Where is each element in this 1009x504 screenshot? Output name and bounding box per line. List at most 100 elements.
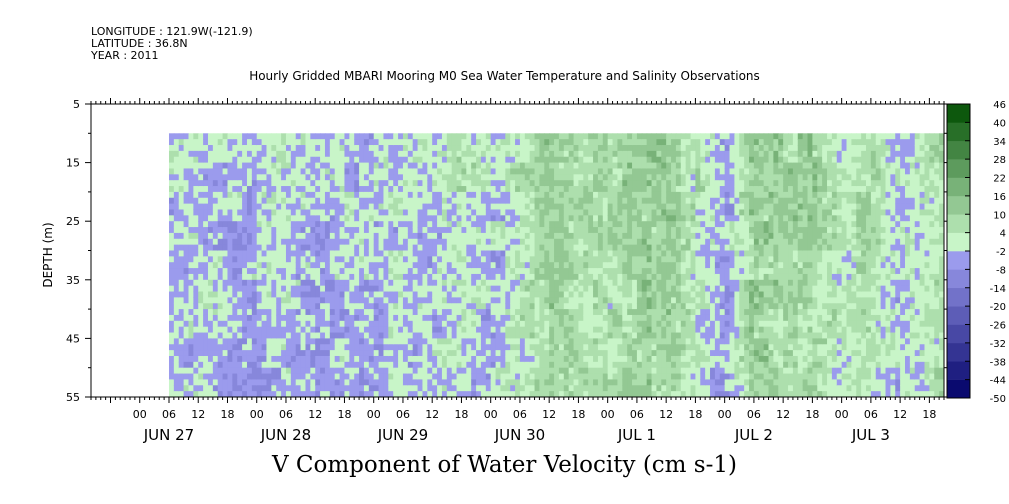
heatmap-cell: [588, 250, 594, 257]
heatmap-cell: [685, 285, 692, 293]
heatmap-cell: [378, 145, 385, 152]
heatmap-cell: [515, 332, 521, 339]
heatmap-cell: [173, 180, 180, 187]
heatmap-cell: [324, 385, 331, 392]
heatmap-cell: [651, 303, 658, 310]
heatmap-cell: [597, 133, 604, 140]
heatmap-cell: [334, 238, 341, 246]
heatmap-cell: [583, 297, 589, 304]
heatmap-cell: [705, 320, 711, 328]
heatmap-cell: [232, 139, 238, 146]
heatmap-cell: [198, 250, 204, 257]
heatmap-cell: [456, 361, 463, 369]
heatmap-cell: [383, 150, 389, 158]
heatmap-cell: [593, 256, 599, 263]
heatmap-cell: [417, 262, 424, 269]
heatmap-cell: [690, 285, 697, 293]
heatmap-cell: [636, 279, 643, 287]
heatmap-cell: [427, 326, 433, 334]
heatmap-cell: [461, 197, 467, 205]
heatmap-cell: [490, 139, 497, 146]
heatmap-cell: [583, 156, 589, 164]
heatmap-cell: [651, 291, 658, 298]
heatmap-cell: [485, 279, 492, 287]
heatmap-cell: [593, 145, 599, 152]
heatmap-cell: [173, 133, 180, 140]
heatmap-cell: [168, 174, 175, 181]
heatmap-cell: [334, 133, 341, 140]
heatmap-cell: [549, 244, 555, 252]
heatmap-cell: [597, 355, 604, 363]
heatmap-cell: [285, 145, 292, 152]
heatmap-cell: [700, 238, 706, 246]
heatmap-cell: [300, 350, 307, 357]
heatmap-cell: [646, 162, 653, 170]
heatmap-cell: [368, 309, 375, 316]
heatmap-cell: [344, 291, 350, 298]
heatmap-cell: [622, 168, 628, 175]
heatmap-cell: [242, 186, 248, 193]
heatmap-cell: [602, 209, 609, 216]
heatmap-cell: [685, 291, 692, 298]
heatmap-cell: [417, 379, 424, 386]
heatmap-cell: [324, 203, 331, 211]
heatmap-cell: [617, 162, 623, 170]
heatmap-cell: [393, 168, 399, 175]
heatmap-cell: [227, 297, 233, 304]
heatmap-cell: [315, 180, 321, 187]
heatmap-cell: [446, 180, 453, 187]
heatmap-cell: [505, 174, 511, 181]
heatmap-cell: [593, 215, 599, 222]
heatmap-cell: [607, 174, 614, 181]
heatmap-cell: [246, 174, 253, 181]
heatmap-cell: [383, 391, 389, 397]
heatmap-cell: [461, 379, 467, 386]
heatmap-cell: [320, 215, 326, 222]
heatmap-cell: [617, 361, 623, 369]
heatmap-cell: [261, 203, 268, 211]
heatmap-cell: [549, 168, 555, 175]
heatmap-cell: [671, 273, 677, 281]
heatmap-cell: [680, 303, 687, 310]
heatmap-cell: [578, 367, 584, 375]
heatmap-cell: [607, 168, 614, 175]
heatmap-cell: [490, 232, 497, 240]
heatmap-cell: [441, 355, 448, 363]
heatmap-cell: [597, 297, 604, 304]
heatmap-cell: [373, 262, 380, 269]
heatmap-cell: [173, 250, 180, 257]
heatmap-cell: [178, 344, 185, 351]
heatmap-cell: [412, 197, 419, 205]
heatmap-cell: [544, 262, 550, 269]
heatmap-cell: [310, 256, 316, 263]
heatmap-cell: [705, 350, 711, 357]
heatmap-cell: [695, 232, 701, 240]
heatmap-cell: [198, 191, 204, 199]
heatmap-cell: [622, 344, 628, 351]
heatmap-cell: [412, 150, 419, 158]
heatmap-cell: [173, 145, 180, 152]
heatmap-cell: [636, 203, 643, 211]
heatmap-cell: [558, 133, 565, 140]
heatmap-cell: [500, 168, 506, 175]
heatmap-cell: [671, 174, 677, 181]
heatmap-cell: [300, 227, 307, 234]
heatmap-cell: [568, 227, 575, 234]
heatmap-cell: [612, 273, 619, 281]
heatmap-cell: [227, 156, 233, 164]
heatmap-cell: [490, 309, 497, 316]
heatmap-cell: [534, 227, 541, 234]
heatmap-cell: [237, 197, 243, 205]
heatmap-cell: [500, 373, 506, 381]
heatmap-cell: [656, 174, 662, 181]
heatmap-cell: [593, 303, 599, 310]
heatmap-cell: [573, 355, 580, 363]
heatmap-cell: [500, 291, 506, 298]
heatmap-cell: [656, 139, 662, 146]
heatmap-cell: [700, 250, 706, 257]
heatmap-cell: [427, 273, 433, 281]
heatmap-cell: [344, 139, 350, 146]
heatmap-cell: [173, 156, 180, 164]
heatmap-cell: [188, 145, 194, 152]
heatmap-cell: [300, 285, 307, 293]
